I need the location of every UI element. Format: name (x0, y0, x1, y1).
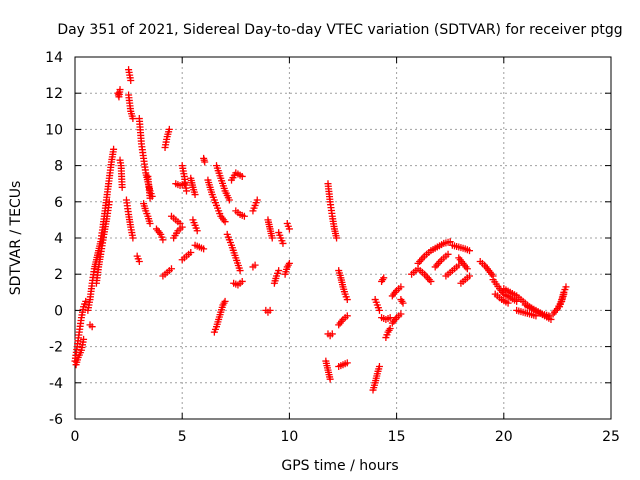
y-tick-label: 10 (45, 122, 63, 138)
data-point (463, 265, 471, 273)
data-point (80, 335, 88, 343)
y-tick-label: 0 (54, 303, 63, 319)
data-point (399, 299, 407, 307)
x-tick-label: 25 (602, 429, 620, 445)
data-point (397, 310, 405, 318)
data-point (129, 234, 137, 242)
data-point (444, 250, 452, 258)
data-point (328, 330, 336, 338)
data-point (397, 283, 405, 291)
data-point (118, 183, 126, 191)
data-points (71, 66, 570, 394)
y-tick-label: 2 (54, 267, 63, 283)
y-tick-label: -6 (49, 412, 63, 428)
data-point (465, 247, 473, 255)
data-point (249, 207, 257, 215)
data-point (167, 265, 175, 273)
data-point (386, 314, 394, 322)
data-point (343, 296, 351, 304)
data-point (200, 245, 208, 253)
data-point (116, 86, 124, 94)
data-point (343, 359, 351, 367)
data-point (343, 312, 351, 320)
data-point (504, 299, 512, 307)
x-tick-label: 20 (495, 429, 513, 445)
data-point (326, 375, 334, 383)
y-axis-label: SDTVAR / TECUs (8, 181, 24, 296)
data-point (547, 315, 555, 323)
data-point (221, 297, 229, 305)
data-point (129, 115, 137, 123)
data-point (275, 267, 283, 275)
data-point (333, 234, 341, 242)
data-point (446, 238, 454, 246)
data-point (266, 306, 274, 314)
x-tick-label: 0 (71, 429, 80, 445)
data-point (146, 194, 154, 202)
y-tick-label: 14 (45, 50, 63, 66)
data-point (165, 125, 173, 133)
data-point (375, 306, 383, 314)
data-point (427, 277, 435, 285)
x-axis-label: GPS time / hours (281, 458, 398, 474)
data-point (279, 239, 287, 247)
data-point (159, 236, 167, 244)
data-point (251, 261, 259, 269)
y-tick-label: 4 (54, 231, 63, 247)
data-point (146, 220, 154, 228)
x-tick-label: 5 (178, 429, 187, 445)
data-point (285, 225, 293, 233)
chart-title: Day 351 of 2021, Sidereal Day-to-day VTE… (57, 22, 622, 38)
data-point (562, 283, 570, 291)
data-point (110, 145, 118, 153)
x-tick-label: 15 (388, 429, 406, 445)
y-tick-label: 8 (54, 159, 63, 175)
data-point (375, 363, 383, 371)
data-point (88, 323, 96, 331)
data-point (268, 234, 276, 242)
y-tick-label: -4 (49, 376, 63, 392)
data-point (191, 191, 199, 199)
data-point (238, 277, 246, 285)
data-point (182, 187, 190, 195)
data-point (221, 218, 229, 226)
data-point (386, 325, 394, 332)
data-point (178, 223, 186, 231)
data-point (285, 259, 293, 267)
axis-ticks: 0 5 10 15 20 25 -6 -4 -2 0 2 4 6 8 10 12 14 (45, 50, 620, 445)
data-point (193, 227, 201, 235)
data-point (465, 272, 473, 280)
y-tick-label: 12 (45, 86, 63, 102)
data-point (240, 212, 248, 220)
data-point (201, 158, 209, 166)
y-tick-label: -2 (49, 340, 63, 356)
data-point (225, 196, 233, 204)
data-point (82, 297, 90, 305)
x-tick-label: 10 (280, 429, 298, 445)
data-point (127, 77, 135, 85)
data-point (135, 258, 143, 266)
data-point (238, 172, 246, 180)
data-point (236, 267, 244, 275)
data-point (105, 198, 113, 206)
y-tick-label: 6 (54, 195, 63, 211)
data-point (380, 274, 388, 282)
data-point (187, 248, 195, 256)
